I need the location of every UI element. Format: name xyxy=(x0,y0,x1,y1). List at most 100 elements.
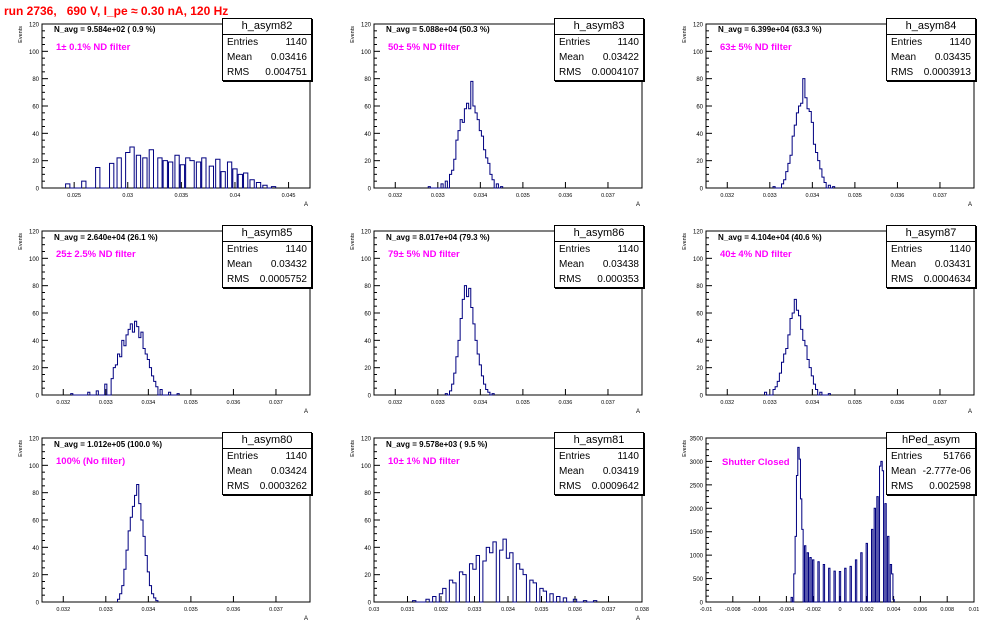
y-tick-label: 100 xyxy=(361,257,372,263)
stats-value: 0.0005752 xyxy=(259,274,307,285)
histogram-bin xyxy=(96,168,100,189)
histogram-outline xyxy=(117,483,159,602)
stats-row-rms: RMS 0.002598 xyxy=(887,479,975,494)
x-tick-label: 0.03 xyxy=(369,607,380,613)
histogram-bin xyxy=(250,180,254,188)
x-axis-label: A xyxy=(636,616,640,622)
histogram-panel-h_asym80: 0 20 40 60 80 100 120 0.032 0.033 0.034 0.035 0.036… xyxy=(0,432,332,639)
y-tick-label: 0 xyxy=(700,394,704,400)
stats-row-entries: Entries 1140 xyxy=(223,449,311,464)
histogram-bin xyxy=(175,155,179,188)
y-tick-label: 20 xyxy=(364,573,371,579)
x-axis-label: A xyxy=(304,202,308,208)
y-tick-label: 60 xyxy=(364,105,371,111)
y-axis-label: Events xyxy=(350,233,356,250)
stats-box: h_asym84 Entries 1140 Mean 0.03435 RMS 0.00039… xyxy=(886,18,976,81)
x-tick-label: 0.033 xyxy=(431,193,445,199)
y-axis-label: Events xyxy=(18,233,24,250)
histogram-bin xyxy=(110,163,114,188)
y-tick-label: 0 xyxy=(700,601,704,607)
stats-value: 0.03422 xyxy=(602,52,639,63)
histogram-svg: 0 20 40 60 80 100 120 0.032 0.033 0.034 0.035 0.036… xyxy=(18,437,311,622)
navg-label: N_avg = 6.399e+04 (63.3 %) xyxy=(718,25,822,34)
filter-annotation: 100% (No filter) xyxy=(56,456,126,467)
stats-box-title: hPed_asym xyxy=(887,433,975,449)
x-tick-label: 0.033 xyxy=(468,607,482,613)
stats-row-entries: Entries 1140 xyxy=(887,35,975,50)
stats-row-mean: Mean 0.03424 xyxy=(223,464,311,479)
histogram-bin xyxy=(190,161,194,188)
stats-row-entries: Entries 1140 xyxy=(223,35,311,50)
histogram-bin xyxy=(244,173,248,188)
filter-annotation: 63± 5% ND filter xyxy=(720,42,792,53)
histogram-bin xyxy=(486,547,489,602)
y-tick-label: 60 xyxy=(364,519,371,525)
x-tick-label: 0.032 xyxy=(434,607,448,613)
histogram-bin xyxy=(145,354,147,395)
histogram-svg: 0 20 40 60 80 100 120 0.032 0.033 0.034 0.035 0.036… xyxy=(682,230,975,415)
stats-box: h_asym80 Entries 1140 Mean 0.03424 RMS 0.00032… xyxy=(222,432,312,495)
stats-label: RMS xyxy=(559,67,582,78)
histogram-bin xyxy=(503,539,506,602)
y-tick-label: 100 xyxy=(361,464,372,470)
stats-value: 1140 xyxy=(285,451,307,462)
x-axis-label: A xyxy=(304,409,308,415)
y-tick-label: 1500 xyxy=(690,530,704,536)
stats-box: h_asym83 Entries 1140 Mean 0.03422 RMS 0.00041… xyxy=(554,18,644,81)
x-tick-label: 0.036 xyxy=(227,400,241,406)
stats-box-title: h_asym81 xyxy=(555,433,643,449)
x-tick-label: 0.037 xyxy=(602,607,616,613)
x-tick-label: 0.035 xyxy=(516,400,530,406)
histogram-bin xyxy=(149,150,153,188)
filter-annotation: 40± 4% ND filter xyxy=(720,249,792,260)
histogram-bin xyxy=(473,106,475,188)
histogram-bin xyxy=(805,98,807,188)
y-tick-label: 0 xyxy=(36,601,40,607)
histogram-bin xyxy=(82,181,86,188)
histogram-panel-h_asym83: 0 20 40 60 80 100 120 0.032 0.033 0.034 0.035 0.036… xyxy=(332,18,664,225)
histogram-bin xyxy=(117,158,121,188)
stats-row-entries: Entries 51766 xyxy=(887,449,975,464)
y-tick-label: 120 xyxy=(29,23,40,29)
navg-label: N_avg = 9.584e+02 ( 0.9 %) xyxy=(54,25,156,34)
x-tick-label: 0.031 xyxy=(401,607,415,613)
histogram-bin xyxy=(557,597,560,602)
x-tick-label: 0.032 xyxy=(388,193,402,199)
histogram-bin xyxy=(469,109,471,188)
y-tick-label: 60 xyxy=(32,519,39,525)
x-tick-label: 0.036 xyxy=(559,400,573,406)
y-tick-label: 100 xyxy=(29,257,40,263)
stats-row-entries: Entries 1140 xyxy=(223,242,311,257)
stats-row-entries: Entries 1140 xyxy=(887,242,975,257)
filter-annotation: 79± 5% ND filter xyxy=(388,249,460,260)
stats-box-title: h_asym87 xyxy=(887,226,975,242)
x-tick-label: 0.032 xyxy=(56,607,70,613)
x-tick-label: 0.034 xyxy=(501,607,515,613)
x-tick-label: 0.008 xyxy=(940,607,954,613)
stats-box-title: h_asym80 xyxy=(223,433,311,449)
histogram-panel-h_asym86: 0 20 40 60 80 100 120 0.032 0.033 0.034 0.035 0.036… xyxy=(332,225,664,432)
histogram-svg: 0 20 40 60 80 100 120 0.032 0.033 0.034 0.035 0.036… xyxy=(350,23,643,208)
x-tick-label: -0.002 xyxy=(805,607,821,613)
histogram-bin xyxy=(66,184,70,188)
run-title: run 2736, 690 V, I_pe ≈ 0.30 nA, 120 Hz xyxy=(4,4,229,18)
stats-value: 0.03424 xyxy=(270,466,307,477)
histogram-bin xyxy=(796,310,798,395)
x-tick-label: -0.006 xyxy=(752,607,768,613)
y-tick-label: 40 xyxy=(364,546,371,552)
x-tick-label: 0 xyxy=(838,607,841,613)
histogram-bin xyxy=(163,161,167,188)
x-tick-label: 0.035 xyxy=(184,400,198,406)
stats-value: 0.002598 xyxy=(929,481,971,492)
y-tick-label: 1000 xyxy=(690,554,704,560)
stats-label: Mean xyxy=(227,466,253,477)
stats-label: Mean xyxy=(559,52,585,63)
y-tick-label: 0 xyxy=(368,394,372,400)
histogram-panel-h_asym82: 0 20 40 60 80 100 120 0.025 0.03 0.035 0.04 0.045 Ev… xyxy=(0,18,332,225)
stats-row-rms: RMS 0.0003913 xyxy=(887,65,975,80)
stats-box: h_asym86 Entries 1140 Mean 0.03438 RMS 0.00035… xyxy=(554,225,644,288)
histogram-bin xyxy=(807,109,809,188)
y-tick-label: 20 xyxy=(696,159,703,165)
stats-label: RMS xyxy=(559,481,582,492)
y-tick-label: 80 xyxy=(32,491,39,497)
